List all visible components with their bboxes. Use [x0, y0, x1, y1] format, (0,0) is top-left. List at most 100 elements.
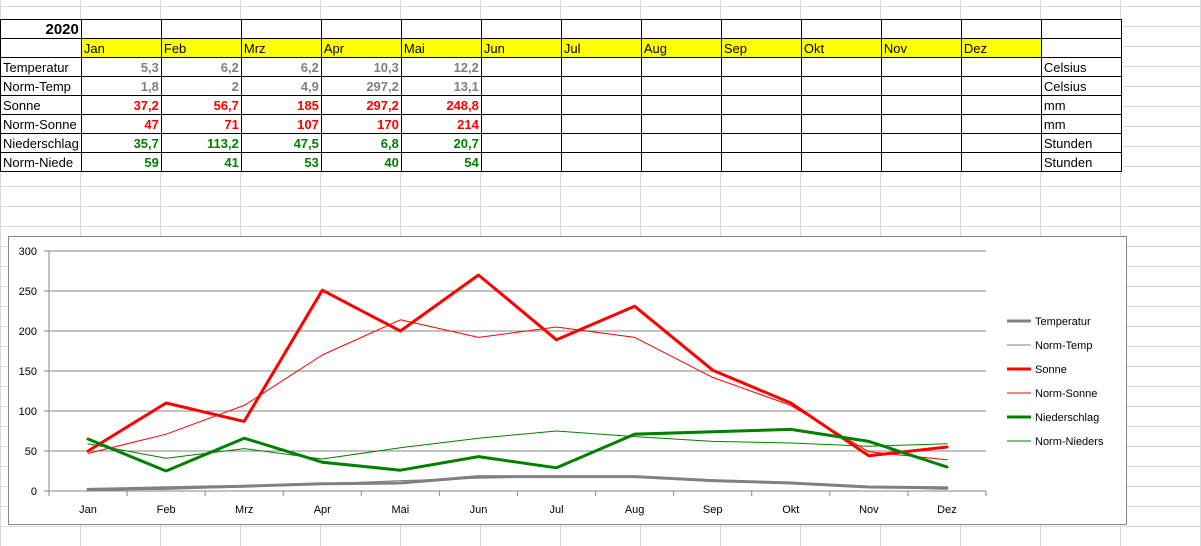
value-cell[interactable] — [800, 95, 882, 115]
month-header-cell[interactable]: Jul — [560, 38, 642, 58]
value-cell[interactable] — [560, 133, 642, 153]
row-label-cell[interactable]: Norm-Temp — [0, 76, 82, 96]
empty-cell[interactable] — [240, 19, 322, 39]
value-cell[interactable]: 54 — [400, 152, 482, 172]
value-cell[interactable]: 6,2 — [160, 57, 242, 77]
empty-cell[interactable] — [880, 19, 962, 39]
value-cell[interactable] — [640, 95, 722, 115]
month-header-cell[interactable]: Mrz — [240, 38, 322, 58]
row-label-cell[interactable]: Niederschlag — [0, 133, 82, 153]
value-cell[interactable]: 214 — [400, 114, 482, 134]
month-header-cell[interactable]: Dez — [960, 38, 1042, 58]
value-cell[interactable] — [640, 152, 722, 172]
value-cell[interactable] — [960, 133, 1042, 153]
value-cell[interactable] — [640, 57, 722, 77]
unit-cell[interactable]: Celsius — [1040, 57, 1122, 77]
value-cell[interactable]: 6,2 — [240, 57, 322, 77]
value-cell[interactable]: 47,5 — [240, 133, 322, 153]
value-cell[interactable]: 59 — [80, 152, 162, 172]
value-cell[interactable] — [560, 95, 642, 115]
empty-cell[interactable] — [640, 19, 722, 39]
month-header-cell[interactable]: Okt — [800, 38, 882, 58]
year-cell[interactable]: 2020 — [0, 19, 82, 39]
value-cell[interactable]: 4,9 — [240, 76, 322, 96]
value-cell[interactable] — [960, 95, 1042, 115]
value-cell[interactable] — [800, 152, 882, 172]
month-header-cell[interactable]: Nov — [880, 38, 962, 58]
value-cell[interactable] — [480, 133, 562, 153]
value-cell[interactable]: 13,1 — [400, 76, 482, 96]
value-cell[interactable] — [800, 114, 882, 134]
empty-cell[interactable] — [0, 38, 82, 58]
value-cell[interactable]: 20,7 — [400, 133, 482, 153]
value-cell[interactable] — [480, 152, 562, 172]
value-cell[interactable] — [960, 152, 1042, 172]
value-cell[interactable]: 107 — [240, 114, 322, 134]
value-cell[interactable] — [720, 152, 802, 172]
value-cell[interactable]: 297,2 — [320, 95, 402, 115]
empty-cell[interactable] — [560, 19, 642, 39]
value-cell[interactable]: 40 — [320, 152, 402, 172]
value-cell[interactable]: 10,3 — [320, 57, 402, 77]
month-header-cell[interactable]: Mai — [400, 38, 482, 58]
value-cell[interactable]: 113,2 — [160, 133, 242, 153]
empty-cell[interactable] — [480, 19, 562, 39]
value-cell[interactable]: 1,8 — [80, 76, 162, 96]
value-cell[interactable]: 35,7 — [80, 133, 162, 153]
empty-cell[interactable] — [800, 19, 882, 39]
value-cell[interactable] — [800, 133, 882, 153]
value-cell[interactable]: 5,3 — [80, 57, 162, 77]
value-cell[interactable] — [480, 95, 562, 115]
value-cell[interactable] — [720, 76, 802, 96]
month-header-cell[interactable]: Sep — [720, 38, 802, 58]
value-cell[interactable] — [720, 114, 802, 134]
month-header-cell[interactable]: Apr — [320, 38, 402, 58]
empty-cell[interactable] — [1040, 38, 1122, 58]
month-header-cell[interactable]: Jun — [480, 38, 562, 58]
empty-cell[interactable] — [400, 19, 482, 39]
empty-cell[interactable] — [720, 19, 802, 39]
month-header-cell[interactable]: Aug — [640, 38, 722, 58]
row-label-cell[interactable]: Sonne — [0, 95, 82, 115]
month-header-cell[interactable]: Feb — [160, 38, 242, 58]
unit-cell[interactable]: Celsius — [1040, 76, 1122, 96]
value-cell[interactable] — [720, 133, 802, 153]
unit-cell[interactable]: mm — [1040, 95, 1122, 115]
value-cell[interactable] — [960, 76, 1042, 96]
value-cell[interactable]: 6,8 — [320, 133, 402, 153]
value-cell[interactable] — [560, 152, 642, 172]
value-cell[interactable] — [960, 57, 1042, 77]
empty-cell[interactable] — [320, 19, 402, 39]
value-cell[interactable]: 47 — [80, 114, 162, 134]
value-cell[interactable] — [800, 57, 882, 77]
value-cell[interactable] — [800, 76, 882, 96]
chart-area[interactable]: 0 50 100 150 200 250 300 Jan Feb Mrz Apr Mai Jun Jul A… — [8, 236, 1127, 525]
value-cell[interactable]: 248,8 — [400, 95, 482, 115]
month-header-cell[interactable]: Jan — [80, 38, 162, 58]
empty-cell[interactable] — [1040, 19, 1122, 39]
value-cell[interactable]: 53 — [240, 152, 322, 172]
value-cell[interactable]: 2 — [160, 76, 242, 96]
value-cell[interactable] — [560, 57, 642, 77]
row-label-cell[interactable]: Temperatur — [0, 57, 82, 77]
value-cell[interactable] — [720, 95, 802, 115]
value-cell[interactable] — [880, 57, 962, 77]
value-cell[interactable] — [880, 76, 962, 96]
empty-cell[interactable] — [80, 19, 162, 39]
value-cell[interactable]: 71 — [160, 114, 242, 134]
value-cell[interactable] — [880, 133, 962, 153]
value-cell[interactable] — [480, 114, 562, 134]
value-cell[interactable]: 170 — [320, 114, 402, 134]
empty-cell[interactable] — [160, 19, 242, 39]
value-cell[interactable] — [720, 57, 802, 77]
value-cell[interactable] — [480, 76, 562, 96]
value-cell[interactable]: 185 — [240, 95, 322, 115]
value-cell[interactable] — [960, 114, 1042, 134]
unit-cell[interactable]: Stunden — [1040, 152, 1122, 172]
row-label-cell[interactable]: Norm-Sonne — [0, 114, 82, 134]
unit-cell[interactable]: Stunden — [1040, 133, 1122, 153]
value-cell[interactable]: 37,2 — [80, 95, 162, 115]
value-cell[interactable] — [480, 57, 562, 77]
value-cell[interactable]: 41 — [160, 152, 242, 172]
value-cell[interactable] — [880, 152, 962, 172]
